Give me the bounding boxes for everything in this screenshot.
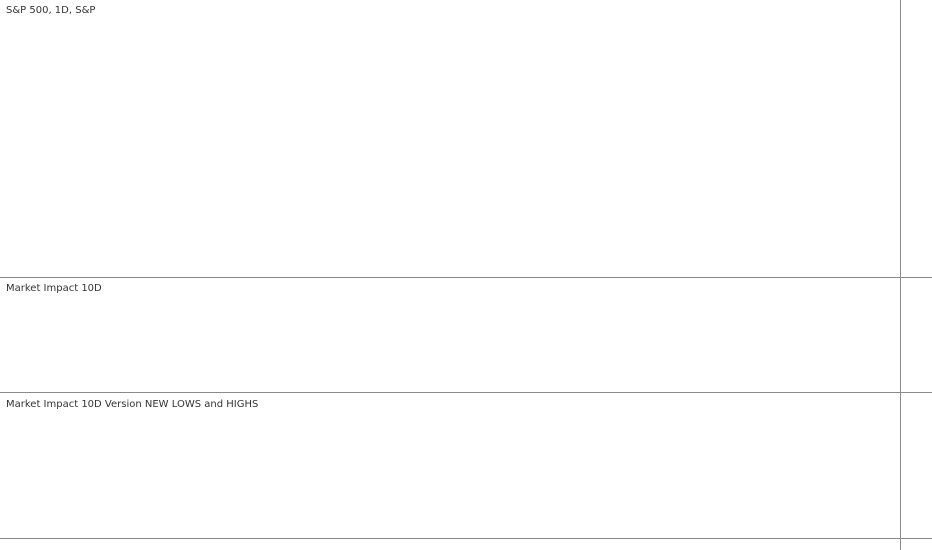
pane-title: Market Impact 10D	[6, 283, 102, 294]
pane-title: Market Impact 10D Version NEW LOWS and H…	[6, 399, 258, 410]
chart-title: S&P 500, 1D, S&P	[6, 5, 95, 16]
